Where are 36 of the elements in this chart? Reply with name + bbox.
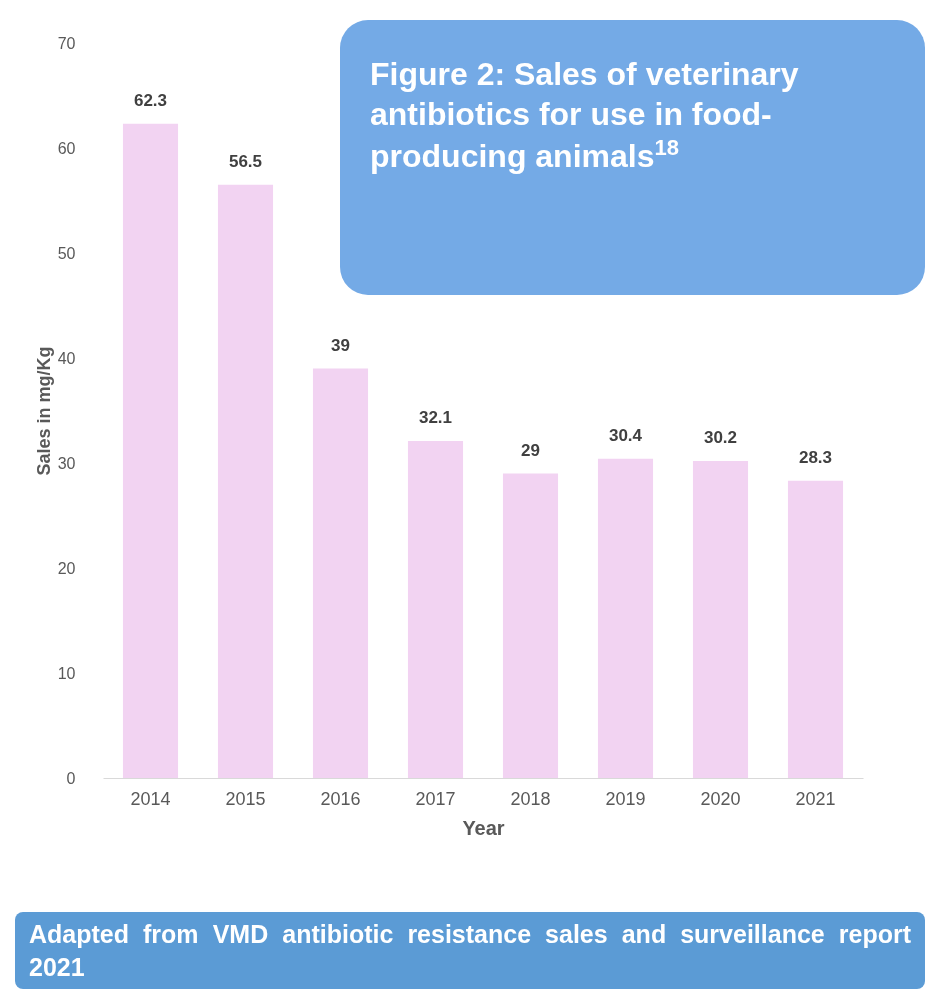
bar — [787, 480, 844, 778]
source-panel: Adapted from VMD antibiotic resistance sales and surveillance report 2021 — [15, 912, 925, 989]
y-tick-label: 0 — [66, 769, 76, 787]
x-tick-label: 2019 — [605, 788, 646, 809]
data-label: 39 — [331, 335, 350, 355]
x-tick-label: 2015 — [225, 788, 266, 809]
bar — [597, 458, 654, 778]
data-label: 56.5 — [228, 151, 263, 171]
data-label: 30.4 — [608, 425, 643, 445]
y-tick-label: 10 — [57, 664, 76, 682]
bar — [692, 460, 749, 778]
title-panel: Figure 2: Sales of veterinary antibiotics for use in food-producing animals$^{18}$ — [340, 20, 925, 295]
bar — [502, 473, 559, 778]
data-label: 62.3 — [133, 90, 168, 110]
y-tick-label: 40 — [57, 349, 76, 367]
x-tick-label: 2014 — [130, 788, 171, 809]
y-tick-label: 50 — [57, 244, 76, 262]
y-tick-label: 20 — [57, 559, 76, 577]
x-tick-label: 2018 — [510, 788, 551, 809]
y-tick-label: 70 — [57, 34, 76, 52]
data-label: 28.3 — [798, 447, 833, 467]
data-label: 29 — [521, 440, 540, 460]
bar — [312, 368, 369, 778]
x-axis-title: Year — [462, 816, 505, 839]
x-tick-label: 2021 — [795, 788, 836, 809]
x-tick-label: 2017 — [415, 788, 456, 809]
data-label: 30.2 — [703, 427, 738, 447]
bar — [407, 440, 464, 778]
y-axis-title: Sales in mg/Kg — [33, 346, 54, 476]
data-label: 32.1 — [418, 407, 453, 427]
x-tick-label: 2020 — [700, 788, 741, 809]
bar — [122, 123, 179, 778]
x-tick-label: 2016 — [320, 788, 361, 809]
bar — [217, 184, 274, 778]
y-tick-label: 30 — [57, 454, 76, 472]
y-tick-label: 60 — [57, 139, 76, 157]
